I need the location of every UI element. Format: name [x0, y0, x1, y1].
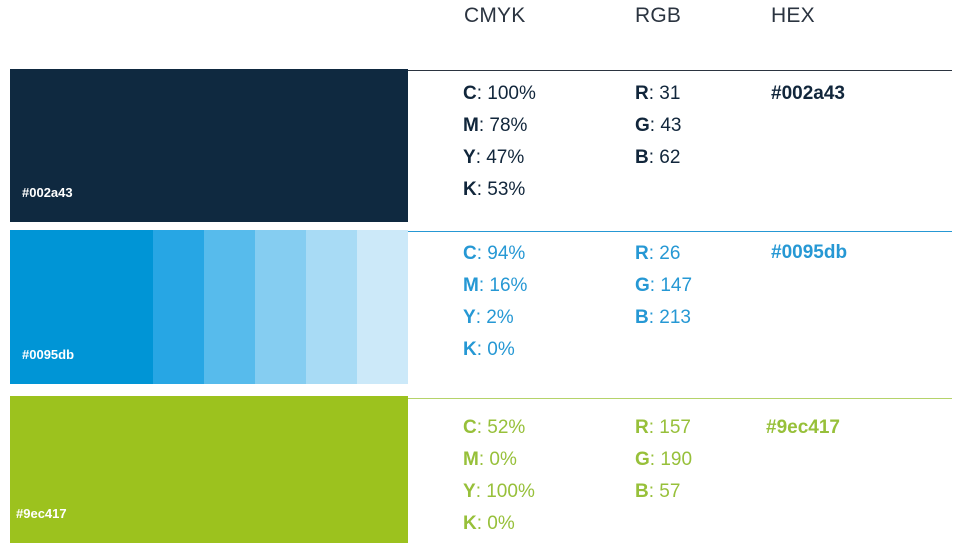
rgb-channel-letter: R — [635, 83, 649, 104]
swatch-navy: #002a43 — [10, 69, 408, 222]
cmyk-channel-value: : 78% — [478, 115, 528, 136]
cmyk-value-line: C: 100% — [463, 78, 536, 110]
rgb-value-line: R: 26 — [635, 238, 692, 270]
rgb-channel-letter: G — [635, 275, 650, 296]
cmyk-value-line: K: 0% — [463, 334, 527, 366]
rgb-values-green: R: 157 G: 190 B: 57 — [635, 412, 692, 508]
rgb-channel-letter: R — [635, 417, 649, 438]
cmyk-channel-letter: M — [463, 275, 479, 296]
tint-strip-blue — [153, 230, 408, 384]
rgb-value-line: R: 31 — [635, 78, 681, 110]
cmyk-value-line: M: 78% — [463, 110, 536, 142]
cmyk-channel-letter: C — [463, 243, 477, 264]
cmyk-channel-letter: C — [463, 83, 477, 104]
cmyk-value-line: Y: 100% — [463, 476, 535, 508]
rgb-value-line: B: 57 — [635, 476, 692, 508]
cmyk-channel-value: : 52% — [476, 417, 526, 438]
cmyk-channel-value: : 100% — [476, 83, 536, 104]
rgb-column-header: RGB — [635, 4, 682, 27]
cmyk-channel-value: : 0% — [478, 449, 517, 470]
cmyk-channel-letter: K — [463, 339, 477, 360]
rgb-channel-value: : 43 — [649, 115, 682, 136]
rgb-channel-value: : 190 — [649, 449, 693, 470]
hex-value-blue: #0095db — [771, 242, 848, 263]
rgb-value-line: R: 157 — [635, 412, 692, 444]
rgb-channel-value: : 31 — [648, 83, 681, 104]
swatch-blue: #0095db — [10, 230, 408, 384]
cmyk-channel-value: : 100% — [475, 481, 535, 502]
cmyk-channel-letter: Y — [463, 307, 476, 328]
tint-swatch — [153, 230, 204, 384]
tint-swatch — [255, 230, 306, 384]
rgb-channel-letter: R — [635, 243, 649, 264]
hex-value-green: #9ec417 — [766, 417, 840, 438]
cmyk-values-green: C: 52% M: 0% Y: 100% K: 0% — [463, 412, 535, 540]
rgb-value-line: G: 43 — [635, 110, 681, 142]
rgb-channel-value: : 62 — [648, 147, 681, 168]
rgb-value-line: B: 62 — [635, 142, 681, 174]
cmyk-value-line: K: 53% — [463, 174, 536, 206]
rgb-channel-letter: B — [635, 481, 649, 502]
rgb-values-navy: R: 31 G: 43 B: 62 — [635, 78, 681, 174]
rgb-channel-letter: G — [635, 449, 650, 470]
cmyk-value-line: Y: 2% — [463, 302, 527, 334]
tint-swatch — [204, 230, 255, 384]
rgb-channel-value: : 157 — [648, 417, 691, 438]
cmyk-channel-letter: Y — [463, 481, 476, 502]
cmyk-value-line: K: 0% — [463, 508, 535, 540]
rgb-channel-letter: B — [635, 147, 649, 168]
cmyk-value-line: C: 52% — [463, 412, 535, 444]
cmyk-value-line: Y: 47% — [463, 142, 536, 174]
hex-column-header: HEX — [771, 4, 815, 27]
rgb-channel-value: : 26 — [648, 243, 681, 264]
rgb-value-line: G: 190 — [635, 444, 692, 476]
cmyk-values-blue: C: 94% M: 16% Y: 2% K: 0% — [463, 238, 527, 366]
divider-navy — [408, 70, 952, 71]
cmyk-channel-value: : 94% — [476, 243, 526, 264]
cmyk-channel-letter: K — [463, 179, 477, 200]
divider-green — [408, 398, 952, 399]
cmyk-channel-letter: Y — [463, 147, 476, 168]
hex-value-navy: #002a43 — [771, 83, 845, 104]
cmyk-value-line: M: 16% — [463, 270, 527, 302]
tint-swatch — [357, 230, 408, 384]
rgb-channel-value: : 147 — [649, 275, 693, 296]
rgb-values-blue: R: 26 G: 147 B: 213 — [635, 238, 692, 334]
swatch-label-green: #9ec417 — [16, 506, 67, 521]
rgb-channel-letter: G — [635, 115, 650, 136]
cmyk-channel-value: : 0% — [476, 513, 515, 534]
cmyk-channel-letter: M — [463, 115, 479, 136]
cmyk-column-header: CMYK — [464, 4, 526, 27]
cmyk-values-navy: C: 100% M: 78% Y: 47% K: 53% — [463, 78, 536, 206]
rgb-channel-value: : 57 — [648, 481, 681, 502]
cmyk-value-line: M: 0% — [463, 444, 535, 476]
tint-swatch — [306, 230, 357, 384]
cmyk-channel-value: : 53% — [476, 179, 526, 200]
cmyk-channel-letter: C — [463, 417, 477, 438]
cmyk-channel-value: : 2% — [475, 307, 514, 328]
swatch-label-navy: #002a43 — [22, 185, 73, 200]
cmyk-value-line: C: 94% — [463, 238, 527, 270]
rgb-channel-letter: B — [635, 307, 649, 328]
cmyk-channel-value: : 47% — [475, 147, 525, 168]
rgb-channel-value: : 213 — [648, 307, 691, 328]
divider-blue — [408, 231, 952, 232]
cmyk-channel-value: : 0% — [476, 339, 515, 360]
cmyk-channel-letter: M — [463, 449, 479, 470]
cmyk-channel-value: : 16% — [478, 275, 528, 296]
cmyk-channel-letter: K — [463, 513, 477, 534]
rgb-value-line: B: 213 — [635, 302, 692, 334]
swatch-green: #9ec417 — [10, 396, 408, 543]
rgb-value-line: G: 147 — [635, 270, 692, 302]
swatch-label-blue: #0095db — [22, 347, 75, 362]
